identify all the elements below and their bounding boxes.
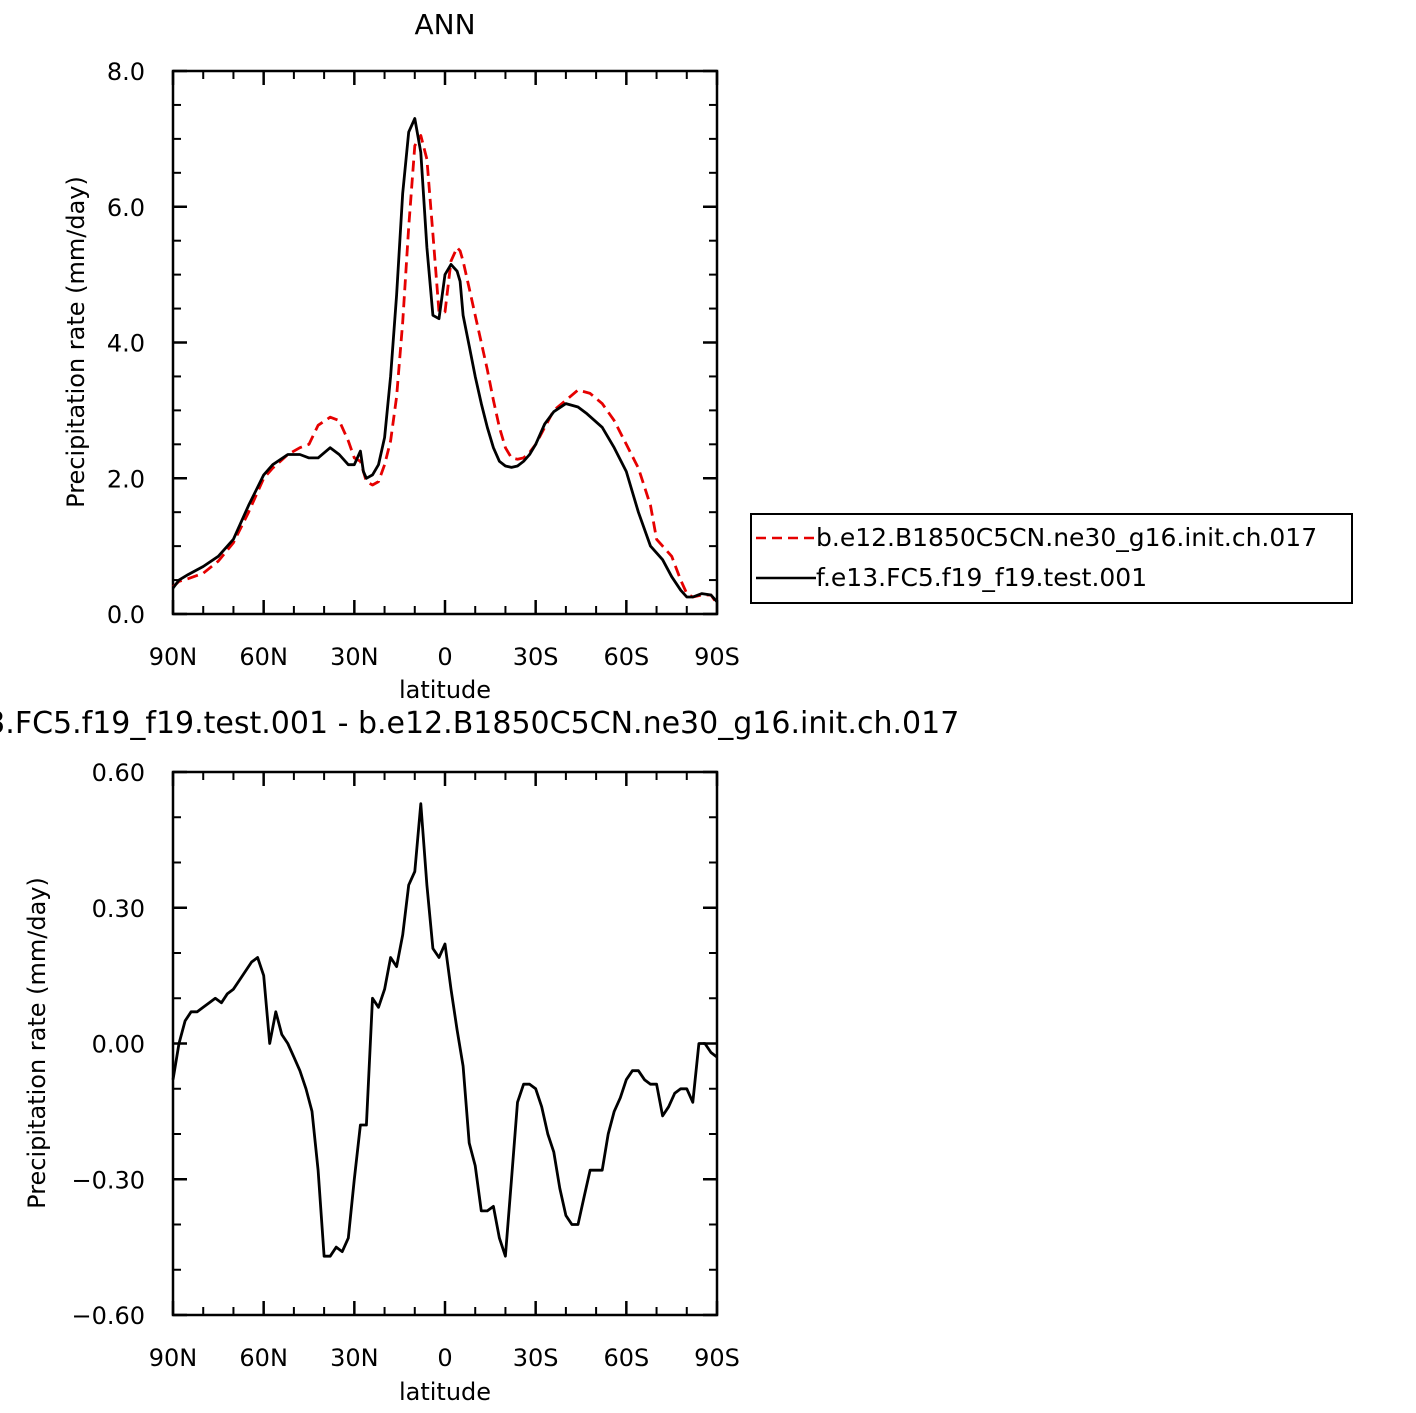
y-tick-label: 0.30 — [92, 895, 145, 923]
bottom-x-axis-label: latitude — [399, 1378, 491, 1406]
y-tick-label: 4.0 — [107, 330, 145, 358]
x-tick-label: 60S — [603, 643, 649, 671]
top-plot-area: 90N 60N 30N 0 30S 60S 90S 0.0 2.0 4.0 6.0 8.0 — [107, 58, 740, 671]
x-tick-label: 60N — [239, 643, 288, 671]
series-line-2 — [171, 117, 719, 603]
x-tick-label: 90S — [694, 643, 740, 671]
plot-frame — [171, 770, 719, 1317]
top-chart-title: ANN — [414, 8, 475, 41]
x-tick-label: 90N — [149, 643, 198, 671]
plot-frame — [171, 69, 719, 616]
x-tick-label: 0 — [437, 643, 452, 671]
top-y-axis-label: Precipitation rate (mm/day) — [62, 176, 90, 508]
x-tick-label: 30S — [513, 1344, 559, 1372]
y-tick-label: −0.60 — [71, 1302, 145, 1330]
x-tick-label: 0 — [437, 1344, 452, 1372]
bottom-y-axis-label: Precipitation rate (mm/day) — [23, 877, 51, 1209]
top-x-axis-label: latitude — [399, 676, 491, 704]
x-tick-label: 90N — [149, 1344, 198, 1372]
legend: b.e12.B1850C5CN.ne30_g16.init.ch.017 f.e… — [750, 513, 1353, 604]
series-line-1 — [172, 134, 719, 605]
series-line-1 — [171, 802, 718, 1258]
x-tick-label: 30N — [330, 643, 379, 671]
x-tick-label: 90S — [694, 1344, 740, 1372]
y-tick-label: 2.0 — [107, 465, 145, 493]
x-tick-label: 30S — [513, 643, 559, 671]
bottom-plot-area: 90N 60N 30N 0 30S 60S 90S −0.60 −0.30 0.00 0.30 0.6… — [71, 759, 739, 1372]
y-tick-label: −0.30 — [71, 1166, 145, 1194]
y-tick-label: 6.0 — [107, 194, 145, 222]
x-tick-label: 60N — [239, 1344, 288, 1372]
bottom-panel: f.e13.FC5.f19_f19.test.001 - b.e12.B1850… — [0, 706, 959, 1406]
bottom-chart-title: f.e13.FC5.f19_f19.test.001 - b.e12.B1850… — [0, 706, 959, 741]
legend-label-series-2: f.e13.FC5.f19_f19.test.001 — [816, 563, 1147, 592]
y-tick-label: 0.0 — [107, 601, 145, 629]
y-tick-label: 8.0 — [107, 58, 145, 86]
legend-box — [750, 513, 1353, 604]
x-tick-label: 60S — [603, 1344, 649, 1372]
legend-label-series-1: b.e12.B1850C5CN.ne30_g16.init.ch.017 — [816, 523, 1317, 552]
top-panel: ANN 90N 60N 30N 0 30S 60S 90S 0.0 2.0 4.0 6.0 8.0 l… — [62, 8, 1353, 704]
x-tick-label: 30N — [330, 1344, 379, 1372]
y-tick-label: 0.60 — [92, 759, 145, 787]
y-tick-label: 0.00 — [92, 1031, 145, 1059]
